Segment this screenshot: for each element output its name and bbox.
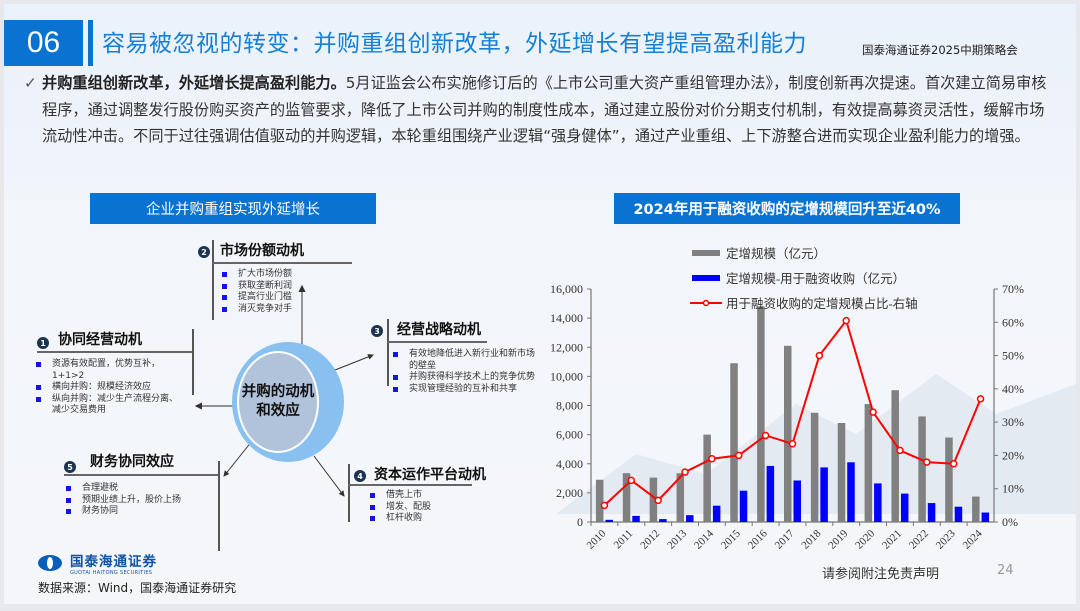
svg-text:2023: 2023 <box>934 527 958 551</box>
svg-text:16,000: 16,000 <box>550 282 583 296</box>
svg-text:14,000: 14,000 <box>550 311 583 325</box>
node-title: 财务协同效应 <box>90 454 174 470</box>
svg-text:8,000: 8,000 <box>556 399 583 413</box>
title-accent-bar <box>88 20 93 66</box>
svg-text:60%: 60% <box>1002 315 1024 329</box>
node-title: 协同经营动机 <box>58 332 142 348</box>
svg-text:2019: 2019 <box>826 527 850 551</box>
left-panel-header: 企业并购重组实现外延增长 <box>90 193 376 224</box>
svg-text:12,000: 12,000 <box>550 340 583 354</box>
svg-text:0: 0 <box>577 515 583 529</box>
company-logo: 国泰海通证券 GUOTAI HAITONG SECURITIES <box>38 550 157 576</box>
svg-text:2013: 2013 <box>665 527 689 551</box>
svg-text:10%: 10% <box>1002 482 1024 496</box>
svg-text:30%: 30% <box>1002 415 1024 429</box>
node-title: 经营战略动机 <box>397 322 481 338</box>
node-list: 扩大市场份额 获取垄断利润 提高行业门槛 消灭竞争对手 <box>220 269 360 315</box>
svg-text:50%: 50% <box>1002 349 1024 363</box>
svg-text:10,000: 10,000 <box>550 369 583 383</box>
svg-text:2010: 2010 <box>585 527 609 551</box>
page-number: 24 <box>997 563 1014 578</box>
center-label-line2: 和效应 <box>256 403 300 419</box>
page-title: 容易被忽视的转变：并购重组创新改革，外延增长有望提高盈利能力 <box>102 31 807 57</box>
svg-text:70%: 70% <box>1002 282 1024 296</box>
node-list: 资源有效配置，优势互补，1+1>2 横向并购：规模经济效应 纵向并购：减少生产流… <box>34 359 184 417</box>
section-number-badge: 06 <box>4 20 83 66</box>
svg-text:40%: 40% <box>1002 382 1024 396</box>
svg-text:定增规模-用于融资收购（亿元）: 定增规模-用于融资收购（亿元） <box>726 271 905 286</box>
node-number-badge: 5 <box>64 461 76 473</box>
slide: 06 容易被忽视的转变：并购重组创新改革，外延增长有望提高盈利能力 国泰海通证券… <box>4 4 1076 604</box>
right-panel-header: 2024年用于融资收购的定增规模回升至近40% <box>614 193 960 224</box>
node-number-badge: 4 <box>354 470 366 482</box>
node-number-badge: 1 <box>37 337 49 349</box>
disclaimer-link: 请参阅附注免责声明 <box>822 567 940 582</box>
node-title: 资本运作平台动机 <box>374 467 486 483</box>
svg-text:2020: 2020 <box>853 527 877 551</box>
check-icon: ✓ <box>24 74 37 92</box>
svg-text:2024: 2024 <box>961 527 985 551</box>
body-text: 5月证监会公布实施修订后的《上市公司重大资产重组管理办法》，制度创新再次提速。首… <box>42 74 1047 145</box>
svg-text:2,000: 2,000 <box>556 486 583 500</box>
combo-chart: 0 2,000 4,000 6,000 8,000 10,000 12,000 14,000 1… <box>550 246 1024 552</box>
svg-text:6,000: 6,000 <box>556 428 583 442</box>
body-lead: 并购重组创新改革，外延增长提高盈利能力。 <box>42 74 346 92</box>
svg-text:2021: 2021 <box>880 528 904 552</box>
data-source: 数据来源：Wind，国泰海通证券研究 <box>38 581 237 595</box>
svg-text:2022: 2022 <box>907 528 931 552</box>
logo-icon <box>38 555 62 571</box>
node-list: 合理避税 预期业绩上升，股价上扬 财务协同 <box>64 483 214 518</box>
svg-text:2011: 2011 <box>612 528 636 552</box>
node-title: 市场份额动机 <box>220 243 304 259</box>
svg-text:2012: 2012 <box>638 528 662 552</box>
logo-text-cn: 国泰海通证券 <box>70 554 157 570</box>
svg-text:0%: 0% <box>1002 515 1018 529</box>
logo-text-en: GUOTAI HAITONG SECURITIES <box>70 570 153 576</box>
node-number-badge: 2 <box>198 246 210 258</box>
center-label-line1: 并购的动机 <box>241 384 315 400</box>
node-list: 借壳上市 增发、配股 杠杆收购 <box>368 490 488 525</box>
svg-text:定增规模（亿元）: 定增规模（亿元） <box>726 246 826 261</box>
event-label: 国泰海通证券2025中期策略会 <box>862 43 1018 57</box>
svg-text:用于融资收购的定增规模占比-右轴: 用于融资收购的定增规模占比-右轴 <box>726 296 918 311</box>
svg-text:4,000: 4,000 <box>556 457 583 471</box>
body-paragraph: ✓ 并购重组创新改革，外延增长提高盈利能力。5月证监会公布实施修订后的《上市公司… <box>24 70 1054 150</box>
svg-text:2018: 2018 <box>799 527 823 551</box>
svg-text:2014: 2014 <box>692 527 716 551</box>
svg-text:20%: 20% <box>1002 448 1024 462</box>
svg-text:2016: 2016 <box>746 527 770 551</box>
svg-text:2015: 2015 <box>719 527 743 551</box>
section-number: 06 <box>26 26 61 59</box>
center-circle: 并购的动机 和效应 <box>237 351 319 453</box>
node-number-badge: 3 <box>371 325 383 337</box>
node-list: 有效地降低进入新行业和新市场的壁垒 并购获得科学技术上的竞争优势 实现管理经验的… <box>391 349 539 395</box>
svg-text:2017: 2017 <box>773 527 797 551</box>
